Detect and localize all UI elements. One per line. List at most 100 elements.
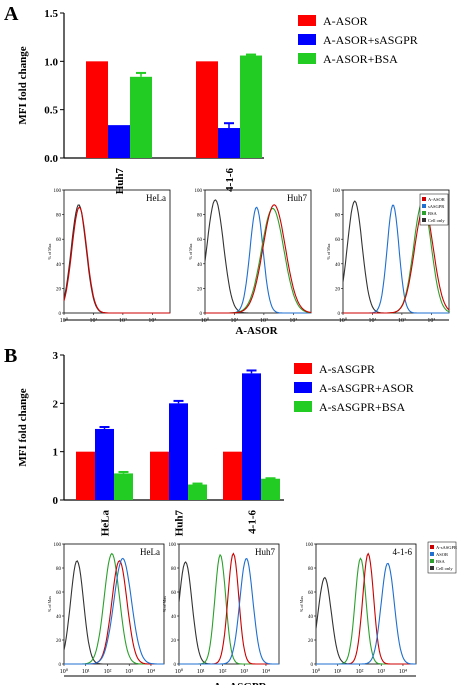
b-flow-title: Huh7 [255,547,275,557]
a-flow-ytick-label: 80 [197,214,203,219]
a-bar-0-0 [86,61,108,159]
b-flow-legend-swatch [430,566,434,570]
b-flow-xtick-label: 10³ [240,669,248,675]
b-bar-ytick-label: 2 [53,398,59,410]
a-flow-legend-swatch [422,197,426,201]
a-flow-xtick-label: 10³ [427,318,435,324]
a-flow-ytick-label: 40 [56,263,62,268]
a-flow-ytick-label: 20 [56,287,62,292]
b-flow-ytick-label: 100 [306,543,314,548]
a-bar-0-1 [196,61,218,159]
a-category-label: 4-1-6 [224,168,236,192]
b-flow-ytick-label: 20 [171,639,177,644]
a-legend-swatch [298,53,316,64]
a-flow-ylabel: % of Max [188,244,193,260]
b-bar-ytick-label: 3 [53,350,59,362]
a-flow-title: Huh7 [287,193,307,203]
a-bar-2-1 [240,55,262,158]
b-flow-curve-0-1 [64,552,164,665]
b-flow-legend-label: Cell only [436,566,453,571]
panel-b-label: B [4,345,17,367]
a-flow-curve-2-3 [343,206,450,314]
a-flow-legend-label: Cell only [428,218,445,223]
a-flow-ytick-label: 40 [197,263,203,268]
a-bar-ytick-label: 0.0 [44,153,58,165]
b-flow-curve-0-3 [64,557,164,665]
a-bar-ytick-label: 0.5 [44,105,58,117]
b-category-label: Huh7 [174,510,186,537]
b-flow-ytick-label: 20 [308,639,314,644]
b-flow-xlabel: A-sASGPR [213,681,267,685]
b-bar-0-1 [150,451,169,500]
a-flow-ytick-label: 20 [335,287,341,292]
a-flow-xtick-label: 10¹ [369,318,377,324]
b-flow-ytick-label: 80 [56,567,62,572]
b-flow-ytick-label: 20 [56,639,62,644]
a-legend-swatch [298,15,316,26]
b-category-label: 4-1-6 [247,510,259,534]
b-legend-swatch [294,363,312,374]
b-flow-xtick-label: 10¹ [197,669,205,675]
b-flow-curve-0-2 [64,560,164,665]
b-flow-ytick-label: 40 [171,615,177,620]
a-flow-xtick-label: 10² [119,318,127,324]
a-flow-legend-swatch [422,204,426,208]
b-flow-legend-swatch [430,559,434,563]
b-flow-xtick-label: 10⁴ [399,669,407,675]
a-flow-xtick-label: 10¹ [90,318,98,324]
b-legend-label: A-sASGPR [319,362,375,376]
b-legend-swatch [294,382,312,393]
a-flow-curve-0-0 [63,204,170,314]
b-flow-title: HeLa [140,547,160,557]
b-flow-xtick-label: 10⁴ [147,669,155,675]
a-bar-ytick-label: 1.5 [44,8,58,20]
b-flow-ylabel: % of Max [299,596,304,612]
b-flow-xtick-label: 10⁰ [175,668,184,675]
a-flow-ytick-label: 0 [59,312,62,317]
b-flow-curve-0-0 [63,560,164,665]
b-category-label: HeLa [100,510,112,537]
panel-b-bar-chart: 0 1 2 3 MFI fold change HeLa Huh7 4-1-6 A-sASGPR… [17,350,414,536]
a-flow-xtick-label: 10² [260,318,268,324]
b-flow-ytick-label: 100 [169,543,177,548]
b-flow-ytick-label: 0 [311,663,314,668]
b-flow-curve-1-2 [179,552,279,665]
a-flow-ytick-label: 80 [56,214,62,219]
b-flow-ylabel: % of Max [47,596,52,612]
a-flow-ylabel: % of Max [326,244,331,260]
panel-a-bar-chart: 0.0 0.5 1.0 1.5 MFI fold change Huh7 4-1-6 A-AS… [17,8,418,194]
panel-a-label: A [4,3,19,25]
b-flow-ytick-label: 40 [56,615,62,620]
b-flow-frame [178,543,280,665]
b-flow-ytick-label: 80 [308,567,314,572]
b-legend-label: A-sASGPR+ASOR [319,381,414,395]
a-flow-ytick-label: 60 [197,238,203,243]
a-flow-xtick-label: 10³ [289,318,297,324]
a-flow-ytick-label: 100 [54,189,62,194]
b-flow-curve-1-0 [178,561,279,665]
a-flow-xlabel: A-ASOR [235,325,278,337]
b-flow-ytick-label: 60 [56,591,62,596]
a-legend-label: A-ASOR+sASGPR [323,33,418,47]
a-flow-ytick-label: 100 [333,189,341,194]
a-legend-swatch [298,34,316,45]
b-bar-0-2 [223,451,242,500]
a-flow-ytick-label: 20 [197,287,203,292]
b-bar-0-0 [76,451,95,500]
b-flow-xtick-label: 10¹ [82,669,90,675]
a-flow-legend-label: BSA [428,211,438,216]
b-flow-xtick-label: 10⁰ [312,668,321,675]
b-flow-ytick-label: 60 [308,591,314,596]
a-flow-ytick-label: 0 [200,312,203,317]
b-bar-2-2 [261,478,280,500]
a-flow-legend-label: sASGPR [428,204,444,209]
b-legend-swatch [294,401,312,412]
a-flow-ylabel: % of Max [47,244,52,260]
a-bar-1-0 [108,125,130,158]
a-flow-xtick-label: 10² [398,318,406,324]
b-flow-ytick-label: 0 [174,663,177,668]
a-flow-legend-swatch [422,211,426,215]
b-flow-legend-label: A-sASGPR [436,545,457,550]
a-flow-xtick-label: 10³ [148,318,156,324]
